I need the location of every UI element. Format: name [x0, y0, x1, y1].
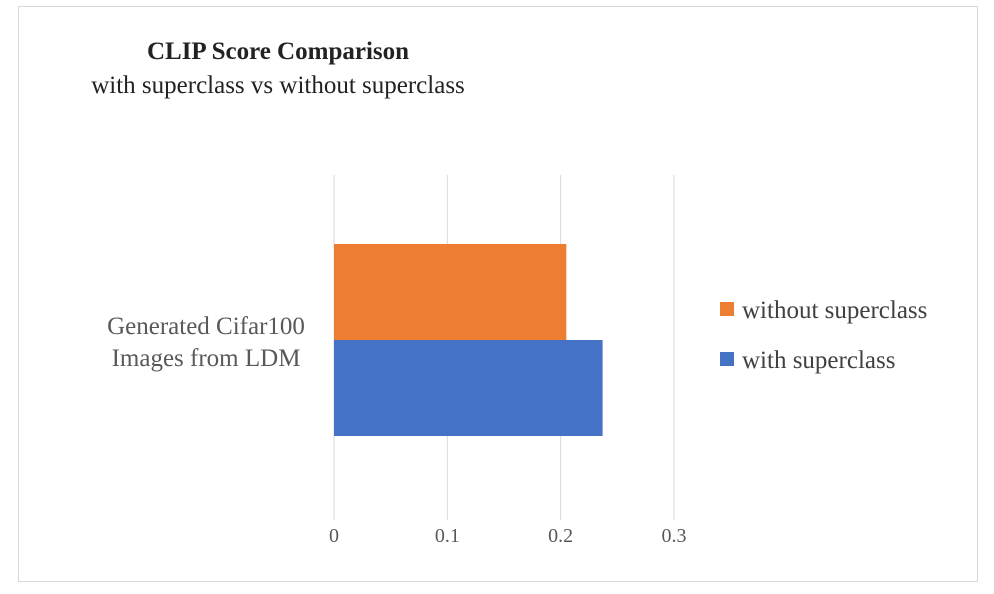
x-tick-label: 0 [329, 525, 339, 547]
chart-title: CLIP Score Comparison [146, 38, 410, 65]
chart-subtitle: with superclass vs without superclass [91, 72, 465, 99]
x-axis-ticks: 0 0.1 0.2 0.3 [329, 525, 687, 547]
legend-label-with-superclass: with superclass [742, 347, 895, 374]
bar-without-superclass [334, 244, 567, 340]
legend-swatch-with-superclass [720, 352, 734, 366]
x-tick-label: 0.3 [662, 525, 687, 547]
bars [334, 244, 603, 436]
x-tick-label: 0.2 [548, 525, 573, 547]
legend-swatch-without-superclass [720, 302, 734, 316]
legend: without superclass with superclass [720, 297, 927, 374]
legend-label-without-superclass: without superclass [742, 297, 927, 324]
category-label-line-2: Images from LDM [112, 345, 301, 372]
category-label-line-1: Generated Cifar100 [107, 313, 305, 340]
bar-with-superclass [334, 340, 603, 436]
x-tick-label: 0.1 [435, 525, 460, 547]
